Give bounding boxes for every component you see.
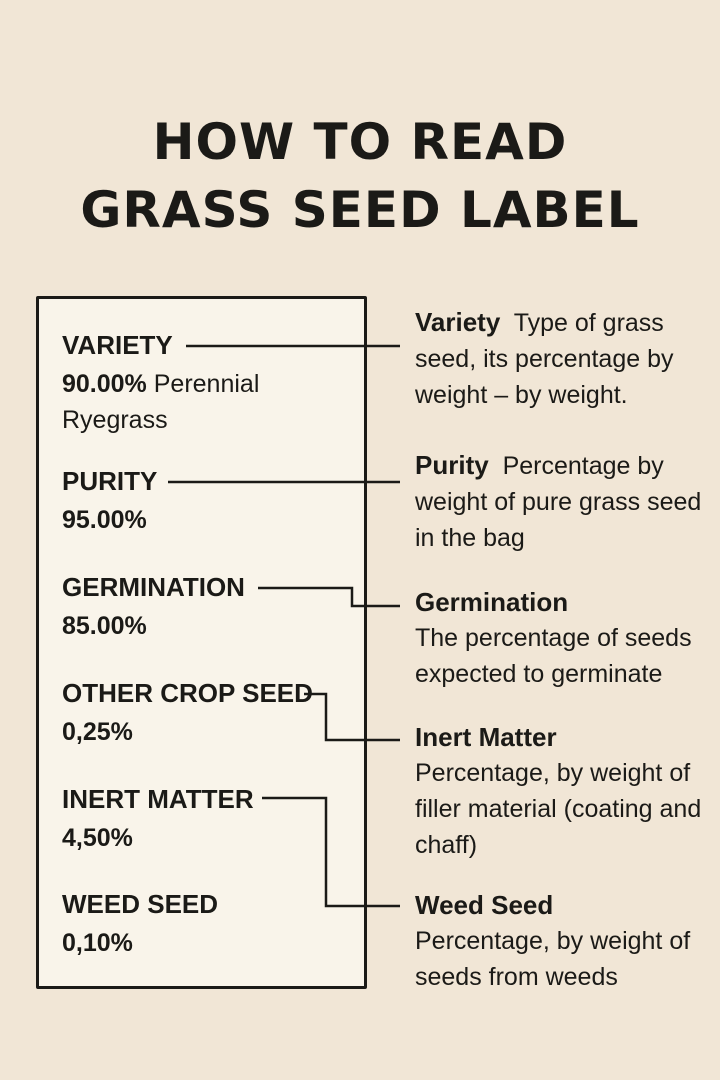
weed-seed-percent: 0,10% <box>62 929 133 957</box>
desc-title-purity: Purity <box>415 450 489 480</box>
inert-matter-percent: 4,50% <box>62 824 133 852</box>
field-value-other-crop-seed: 0,25% <box>62 714 362 750</box>
field-other-crop-seed: OTHER CROP SEED 0,25% <box>62 678 362 750</box>
field-name-inert-matter: INERT MATTER <box>62 784 254 814</box>
desc-title-inert-matter: Inert Matter <box>415 722 557 752</box>
field-value-inert-matter: 4,50% <box>62 820 362 856</box>
field-inert-matter: INERT MATTER 4,50% <box>62 784 362 856</box>
field-purity: PURITY 95.00% <box>62 466 362 538</box>
desc-purity: Purity Percentage by weight of pure gras… <box>415 447 705 556</box>
desc-text-germination: The percentage of seeds expected to germ… <box>415 624 692 688</box>
field-value-germination: 85.00% <box>62 608 362 644</box>
desc-weed-seed: Weed Seed Percentage, by weight of seeds… <box>415 887 705 995</box>
field-variety: VARIETY 90.00% Perennial Ryegrass <box>62 330 362 438</box>
variety-percent: 90.00% <box>62 370 147 398</box>
purity-percent: 95.00% <box>62 506 147 534</box>
desc-text-variety: Type of grass seed, its percentage by we… <box>415 309 681 409</box>
field-value-variety: 90.00% Perennial Ryegrass <box>62 366 362 438</box>
desc-text-inert-matter: Percentage, by weight of filler material… <box>415 759 702 859</box>
connector-weed-seed <box>262 796 400 908</box>
connector-inert-matter <box>304 692 400 742</box>
field-name-weed-seed: WEED SEED <box>62 889 219 919</box>
desc-title-weed-seed: Weed Seed <box>415 890 554 920</box>
other-crop-seed-percent: 0,25% <box>62 718 133 746</box>
field-name-purity: PURITY <box>62 466 158 496</box>
desc-text-purity: Percentage by weight of pure grass seed … <box>415 452 709 552</box>
seed-label-box <box>36 296 367 989</box>
variety-species: Perennial Ryegrass <box>62 370 260 434</box>
desc-title-germination: Germination <box>415 587 569 617</box>
field-value-purity: 95.00% <box>62 502 362 538</box>
desc-variety: Variety Type of grass seed, its percenta… <box>415 304 705 413</box>
desc-title-variety: Variety <box>415 307 501 337</box>
field-weed-seed: WEED SEED 0,10% <box>62 889 362 961</box>
desc-germination: Germination The percentage of seeds expe… <box>415 584 705 692</box>
field-name-other-crop-seed: OTHER CROP SEED <box>62 678 313 708</box>
title-line-1: HOW TO READ <box>152 113 568 171</box>
germination-percent: 85.00% <box>62 612 147 640</box>
page-title: HOW TO READ GRASS SEED LABEL <box>0 108 720 244</box>
desc-inert-matter: Inert Matter Percentage, by weight of fi… <box>415 719 705 863</box>
field-germination: GERMINATION 85.00% <box>62 572 362 644</box>
title-line-2: GRASS SEED LABEL <box>80 181 640 239</box>
connector-germination <box>258 586 400 608</box>
field-name-variety: VARIETY <box>62 330 173 360</box>
desc-text-weed-seed: Percentage, by weight of seeds from weed… <box>415 927 691 991</box>
field-value-weed-seed: 0,10% <box>62 925 362 961</box>
field-name-germination: GERMINATION <box>62 572 245 602</box>
